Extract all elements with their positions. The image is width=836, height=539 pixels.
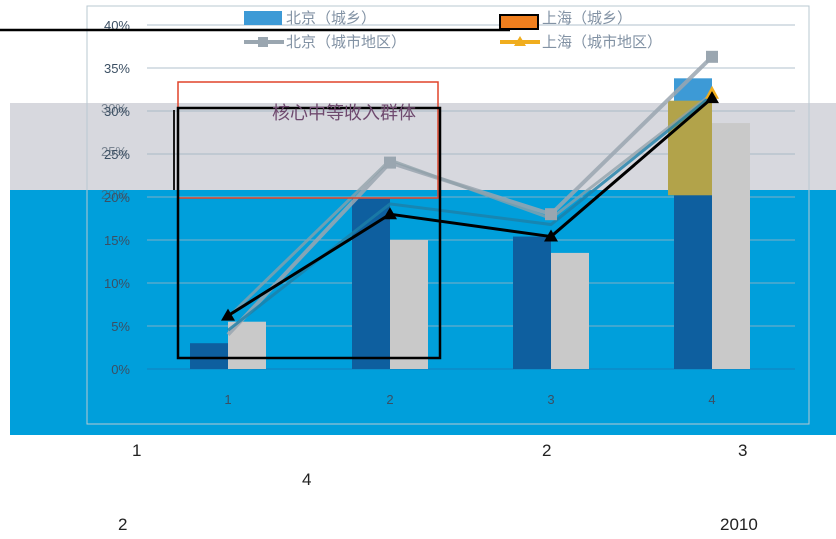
bar-shanghai-urbanrural: [712, 123, 750, 369]
y-tick-label: 35%: [104, 61, 130, 76]
marker-black-trend: [705, 91, 719, 104]
line-teal-ghost: [227, 94, 713, 332]
page-note-6: 2010: [720, 515, 758, 534]
y-tick-label: 5%: [111, 319, 130, 334]
y-tick-label: 25%: [104, 147, 130, 162]
bar-beijing-urbanrural: [352, 198, 390, 369]
page-note-2: 2: [542, 441, 552, 460]
series-lines: [221, 50, 719, 336]
legend-label-beijing-urban: 北京（城市地区）: [286, 33, 406, 51]
marker-black-trend: [383, 207, 397, 220]
page-note-3: 3: [738, 441, 748, 460]
legend: 北京（城乡） 上海（城乡） 北京（城市地区） 上海（城市地区）: [0, 9, 662, 51]
y-tick-label: 15%: [104, 233, 130, 248]
overlay-tick-label: 20%: [101, 187, 127, 202]
legend-marker-beijing-urban: [258, 37, 268, 47]
x-tick-label: 2: [386, 392, 393, 407]
overlay-tick-label: 25%: [101, 144, 127, 159]
legend-marker-shanghai-urban: [514, 36, 526, 46]
marker-beijing-urban: [706, 50, 718, 63]
marker-black-trend: [544, 229, 558, 242]
legend-label-shanghai-urbanrural: 上海（城乡）: [542, 9, 632, 27]
line-shanghai-urban: [226, 92, 713, 319]
x-axis-ticks: 1 2 3 4: [224, 392, 715, 407]
x-tick-label: 4: [708, 392, 715, 407]
page-note-1: 1: [132, 441, 142, 460]
y-tick-label: 20%: [104, 190, 130, 205]
legend-swatch-beijing-urbanrural: [244, 11, 282, 25]
y-tick-label: 10%: [104, 276, 130, 291]
x-tick-label: 3: [547, 392, 554, 407]
marker-beijing-urban: [384, 156, 396, 169]
legend-label-beijing-urbanrural: 北京（城乡）: [286, 9, 376, 27]
bar-shanghai-urbanrural: [551, 252, 589, 369]
marker-beijing-urban: [545, 208, 557, 221]
y-tick-label: 30%: [104, 104, 130, 119]
overlay-tick-label: 30%: [101, 101, 127, 116]
overlay-ticks: 20% 25% 30%: [101, 101, 127, 202]
x-tick-label: 1: [224, 392, 231, 407]
page-note-5: 2: [118, 515, 128, 534]
marker-black-trend: [221, 308, 235, 321]
plot-frame: [86, 5, 810, 425]
line-black-trend: [227, 96, 713, 317]
bar-beijing-urbanrural: [190, 343, 228, 369]
legend-label-shanghai-urban: 上海（城市地区）: [542, 33, 662, 51]
bar-beijing-urbanrural: [674, 194, 712, 369]
y-axis-ticks: 0%5%10%15%20%25%30%35%40%: [104, 18, 130, 377]
y-tick-label: 0%: [111, 362, 130, 377]
page-note-4: 4: [302, 470, 312, 489]
annotation-label: 核心中等收入群体: [272, 103, 416, 124]
bar-beijing-urbanrural: [513, 236, 551, 369]
bar-shanghai-urbanrural: [390, 240, 428, 369]
legend-swatch-shanghai-urbanrural: [499, 14, 539, 30]
annotation-black-frame: [176, 106, 442, 360]
